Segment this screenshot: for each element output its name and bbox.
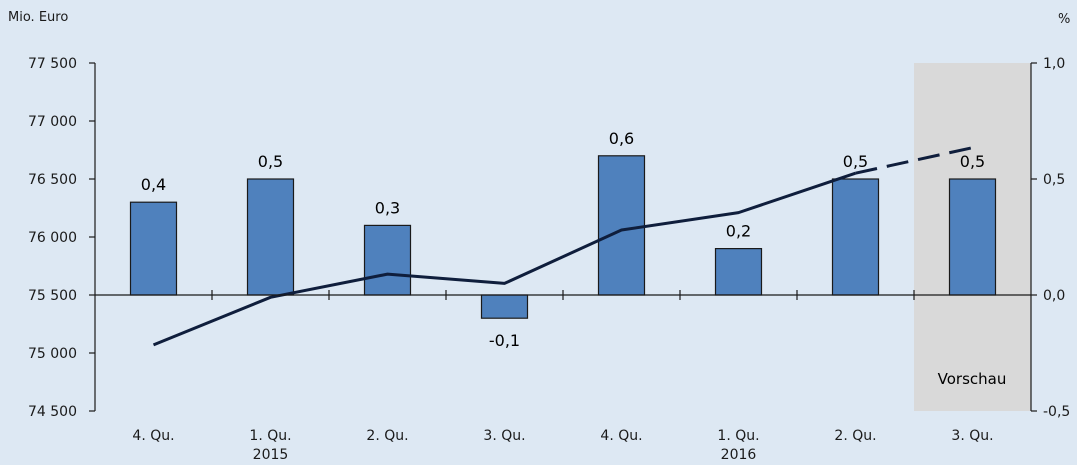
line-series-forecast	[855, 146, 973, 175]
left-tick-label-0: 74 500	[28, 404, 77, 420]
left-tick-label-3: 76 000	[28, 230, 77, 246]
bar-5	[714, 248, 763, 296]
category-label-1: 1. Qu.	[249, 428, 291, 444]
right-tick-label-1: 0,0	[1043, 288, 1065, 304]
category-label-4: 4. Qu.	[600, 428, 642, 444]
left-tick-label-6: 77 500	[28, 56, 77, 72]
bar-value-label-4: 0,6	[609, 129, 634, 148]
bar-7	[948, 178, 997, 296]
line-layer	[152, 146, 973, 347]
bar-value-label-0: 0,4	[141, 175, 166, 194]
right-tick-label-0: -0,5	[1043, 404, 1070, 420]
bar-value-label-5: 0,2	[726, 222, 751, 241]
left-axis-unit: Mio. Euro	[8, 10, 68, 25]
bar-value-label-7: 0,5	[960, 152, 985, 171]
bar-4	[597, 155, 646, 296]
bar-6	[831, 178, 880, 296]
category-label-2: 2. Qu.	[366, 428, 408, 444]
left-tick-label-5: 77 000	[28, 114, 77, 130]
bars-layer	[129, 155, 997, 319]
category-label-3: 3. Qu.	[483, 428, 525, 444]
category-label-0: 4. Qu.	[132, 428, 174, 444]
year-label-5: 2016	[721, 447, 757, 463]
year-label-1: 2015	[253, 447, 289, 463]
forecast-label: Vorschau	[938, 370, 1007, 388]
right-axis-unit: %	[1058, 12, 1070, 27]
labels-layer: 0,4 0,5 0,3 -0,1 0,6 0,2 0,5 0,5	[141, 129, 985, 350]
bar-3	[480, 294, 529, 319]
bar-0	[129, 201, 178, 296]
bar-value-label-1: 0,5	[258, 152, 283, 171]
bar-2	[363, 224, 412, 296]
bar-value-label-6: 0,5	[843, 152, 868, 171]
line-series-actual	[152, 171, 856, 347]
right-tick-label-2: 0,5	[1043, 172, 1065, 188]
axes-layer: 74 500 75 000 75 500 76 000 76 500 77 000 77 5…	[28, 56, 1070, 463]
bar-value-label-2: 0,3	[375, 198, 400, 217]
category-label-7: 3. Qu.	[951, 428, 993, 444]
category-label-5: 1. Qu.	[717, 428, 759, 444]
bar-value-label-3: -0,1	[489, 331, 520, 350]
left-tick-label-4: 76 500	[28, 172, 77, 188]
left-tick-label-1: 75 000	[28, 346, 77, 362]
category-label-6: 2. Qu.	[834, 428, 876, 444]
bar-1	[246, 178, 295, 296]
left-tick-label-2: 75 500	[28, 288, 77, 304]
right-tick-label-3: 1,0	[1043, 56, 1065, 72]
